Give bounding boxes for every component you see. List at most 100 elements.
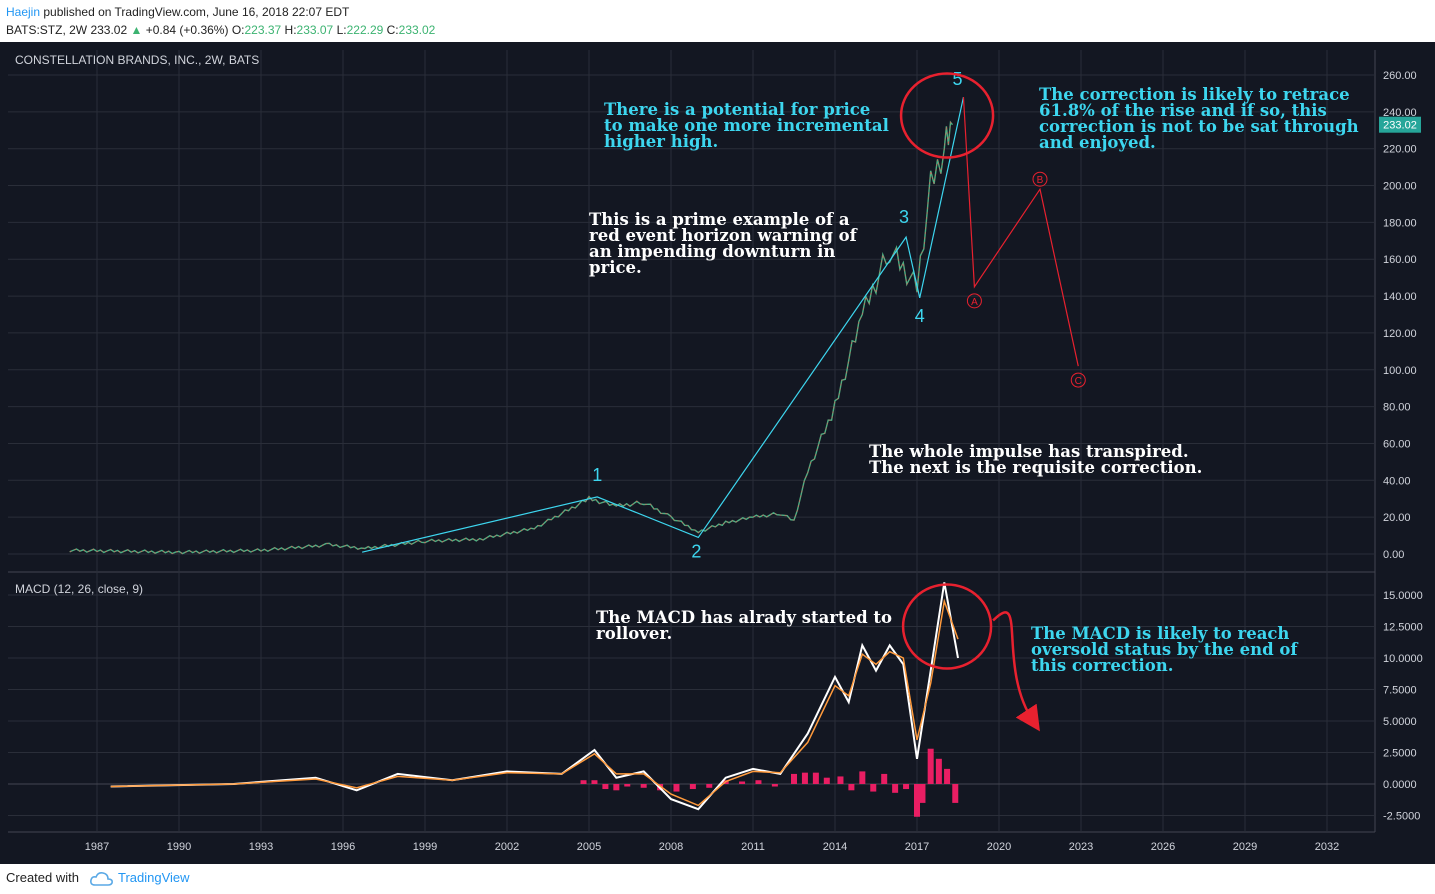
footer: Created with TradingView (0, 864, 1435, 894)
wave-label: 5 (952, 69, 962, 89)
macd-histogram-bar (771, 784, 778, 787)
macd-histogram-bar (673, 784, 680, 792)
annotation-macd-oversold: The MACD is likely to reach oversold sta… (1031, 624, 1298, 675)
x-tick-label: 2011 (741, 841, 765, 853)
author-link[interactable]: Haejin (6, 5, 41, 19)
x-tick-label: 2002 (495, 841, 519, 853)
macd-histogram-bar (870, 784, 877, 792)
change-text: +0.84 (+0.36%) (145, 23, 229, 37)
x-tick-label: 2029 (1233, 841, 1257, 853)
price-tick-label: 220.00 (1383, 144, 1417, 156)
published-text: published on TradingView.com, June 16, 2… (40, 5, 350, 19)
correction-label: A (971, 297, 978, 308)
macd-histogram-bar (624, 784, 631, 787)
price-tick-label: 120.00 (1383, 328, 1417, 340)
price-line-down-candles (69, 121, 953, 554)
macd-histogram-bar (640, 784, 647, 788)
impulse-wave-line (361, 96, 965, 553)
high-value: 233.07 (296, 23, 334, 37)
macd-histogram-bar (689, 784, 696, 790)
tradingview-text: TradingView (118, 870, 190, 885)
price-tick-label: 100.00 (1383, 365, 1417, 377)
wave-label: 2 (691, 541, 701, 561)
chart-canvas[interactable]: 1 2 3 4 5 A B C 1987 1990 1993 1996 1999 2002 2005 200… (0, 42, 1435, 864)
macd-pane-title: MACD (12, 26, close, 9) (15, 582, 143, 596)
macd-histogram-bar (613, 784, 620, 791)
correction-label: B (1037, 175, 1044, 186)
correction-label-circle (1070, 372, 1086, 388)
wave-label: 3 (899, 207, 909, 227)
last-price-badge (1379, 116, 1421, 133)
last-price-label: 233.02 (1383, 120, 1417, 132)
axes: 1987 1990 1993 1996 1999 2002 2005 2008 2011 2014… (85, 70, 1423, 853)
correction-wave-line (962, 97, 1079, 367)
macd-histogram-bar (739, 781, 746, 784)
macd-tick-label: 10.0000 (1383, 653, 1423, 665)
macd-histogram-bar (801, 772, 808, 784)
symbol-text: BATS:STZ, 2W 233.02 (6, 23, 128, 37)
x-tick-label: 2032 (1315, 841, 1339, 853)
macd-tick-label: 7.5000 (1383, 685, 1417, 697)
macd-histogram-bar (903, 784, 910, 790)
annotation-impulse-transpired: The whole impulse has transpired. The ne… (869, 442, 1203, 477)
macd-histogram-bar (927, 748, 934, 784)
x-tick-label: 2008 (659, 841, 683, 853)
correction-label-circle (966, 293, 982, 309)
publish-info: Haejin published on TradingView.com, Jun… (6, 5, 349, 19)
macd-histogram-bar (706, 784, 713, 788)
macd-histogram-bar (859, 771, 866, 784)
price-line (69, 120, 954, 555)
low-label: L: (336, 23, 347, 37)
chart-frame[interactable] (0, 42, 1435, 864)
macd-histogram-bar (755, 780, 762, 784)
x-tick-label: 2023 (1069, 841, 1093, 853)
macd-series (8, 582, 1375, 817)
price-tick-label: 260.00 (1383, 70, 1417, 82)
macd-top-highlight-circle (901, 583, 993, 670)
wave-label: 4 (915, 306, 925, 326)
annotation-correction-retrace: The correction is likely to retrace 61.8… (1039, 85, 1359, 152)
open-value: 223.37 (244, 23, 282, 37)
x-tick-label: 1993 (249, 841, 273, 853)
high-label: H: (284, 23, 297, 37)
annotation-incremental-high: There is a potential for price to make o… (604, 100, 889, 151)
macd-histogram-bar (892, 784, 899, 793)
macd-tick-label: -2.5000 (1383, 811, 1420, 823)
price-tick-label: 200.00 (1383, 181, 1417, 193)
macd-histogram-bar (881, 773, 888, 784)
price-tick-label: 20.00 (1383, 512, 1411, 524)
macd-tick-label: 5.0000 (1383, 716, 1417, 728)
x-tick-label: 1999 (413, 841, 437, 853)
overlay-shapes (899, 72, 1040, 732)
symbol-ohlc-line: BATS:STZ, 2W 233.02 ▲ +0.84 (+0.36%) O:2… (6, 23, 435, 37)
close-value: 233.02 (398, 23, 436, 37)
annotation-red-event-horizon: This is a prime example of a red event h… (589, 210, 857, 277)
up-arrow-icon: ▲ (130, 23, 143, 37)
publish-header: Haejin published on TradingView.com, Jun… (0, 0, 1435, 42)
price-tick-label: 60.00 (1383, 438, 1411, 450)
grid-lines (8, 50, 1376, 833)
x-tick-label: 1990 (167, 841, 191, 853)
x-tick-label: 1996 (331, 841, 355, 853)
price-pane-title: CONSTELLATION BRANDS, INC., 2W, BATS (15, 53, 259, 67)
macd-histogram-bar (812, 772, 819, 784)
macd-histogram-bar (837, 776, 844, 784)
macd-histogram-bar (944, 768, 951, 784)
macd-forecast-arrow (992, 611, 1040, 732)
cloud-icon (90, 872, 113, 886)
x-tick-label: 2026 (1151, 841, 1175, 853)
macd-tick-label: 15.0000 (1383, 590, 1423, 602)
close-label: C: (386, 23, 399, 37)
price-tick-label: 80.00 (1383, 402, 1411, 414)
price-tick-label: 0.00 (1383, 549, 1404, 561)
price-tick-label: 180.00 (1383, 217, 1417, 229)
low-value: 222.29 (346, 23, 384, 37)
macd-histogram-bar (935, 758, 942, 784)
macd-histogram-bar (823, 777, 830, 784)
macd-histogram-bar (791, 773, 797, 784)
price-tick-label: 240.00 (1383, 107, 1417, 119)
x-tick-label: 2005 (577, 841, 601, 853)
macd-histogram-bar (914, 784, 920, 817)
x-tick-label: 2014 (823, 841, 847, 853)
macd-histogram-bar (952, 784, 959, 803)
